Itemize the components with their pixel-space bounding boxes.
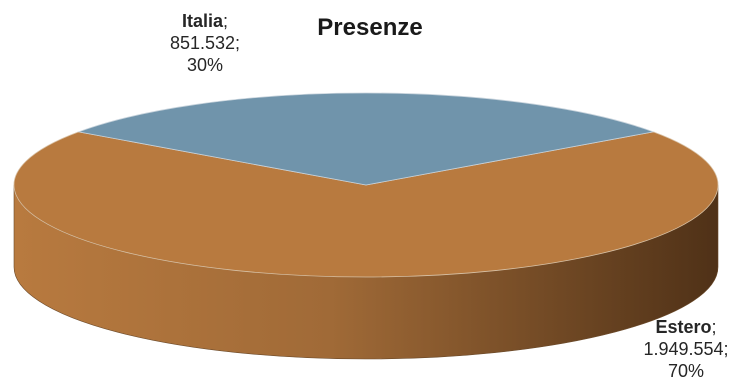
chart-title: Presenze bbox=[317, 14, 423, 41]
pie-slice-estero bbox=[13, 131, 719, 278]
data-label-estero-name: Estero bbox=[655, 317, 712, 337]
data-label-estero: Estero; 1.949.554; 70% bbox=[643, 317, 729, 381]
data-label-italia-name: Italia bbox=[181, 11, 223, 31]
data-label-italia-value: 851.532 bbox=[169, 33, 236, 53]
data-label-estero-percent: 70% bbox=[667, 361, 705, 381]
data-label-italia: Italia; 851.532; 30% bbox=[169, 11, 241, 75]
data-label-italia-percent: 30% bbox=[186, 55, 224, 75]
data-label-estero-value: 1.949.554 bbox=[643, 339, 724, 359]
pie-slice-italia bbox=[77, 92, 655, 186]
